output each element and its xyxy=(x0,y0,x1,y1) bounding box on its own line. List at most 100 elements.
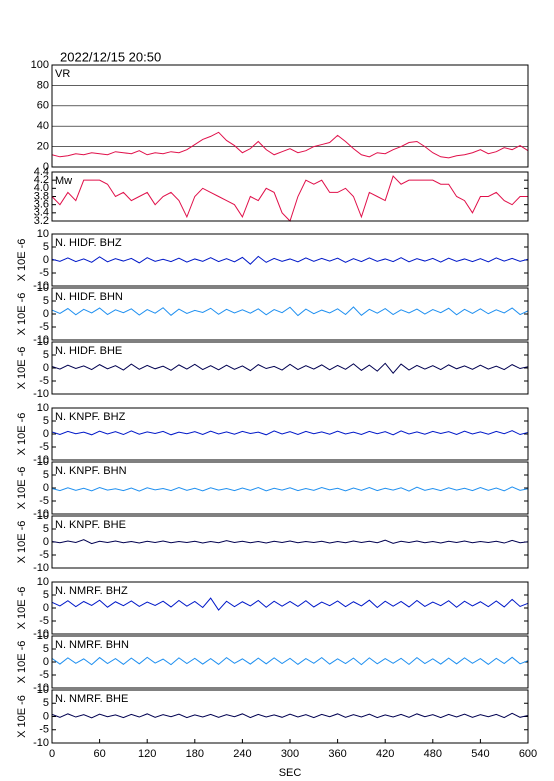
y-tick-label: 3.4 xyxy=(34,207,49,219)
y-tick-label: -10 xyxy=(33,508,49,520)
y-tick-label: 0 xyxy=(43,362,49,374)
series-line xyxy=(51,539,529,545)
y-tick-label: -5 xyxy=(39,441,49,453)
y-tick-label: 0 xyxy=(43,482,49,494)
panel-frame xyxy=(51,461,529,515)
y-tick-label: 20 xyxy=(37,141,49,153)
y-tick-label: 5 xyxy=(43,697,49,709)
y-tick-label: 10 xyxy=(37,630,49,642)
y-tick-label: 80 xyxy=(37,79,49,91)
y-tick-label: -10 xyxy=(33,388,49,400)
x-tick-label: 360 xyxy=(328,748,346,760)
y-axis-label: X 10E -6 xyxy=(16,587,28,630)
chart-title: 2022/12/15 20:50 xyxy=(60,49,161,64)
panel-frame xyxy=(51,233,529,287)
y-tick-label: 40 xyxy=(37,120,49,132)
series-label: N. KNPF. BHE xyxy=(55,519,126,531)
x-tick-label: 240 xyxy=(233,748,251,760)
y-tick-label: 10 xyxy=(37,336,49,348)
y-axis-label: X 10E -6 xyxy=(16,413,28,456)
y-axis-label: X 10E -6 xyxy=(16,347,28,390)
panel-frame xyxy=(51,581,529,635)
y-tick-label: -10 xyxy=(33,737,49,749)
y-tick-label: 10 xyxy=(37,228,49,240)
panel-frame xyxy=(51,171,529,222)
y-tick-label: -10 xyxy=(33,628,49,640)
y-tick-label: -10 xyxy=(33,334,49,346)
y-tick-label: 10 xyxy=(37,282,49,294)
y-tick-label: -5 xyxy=(39,321,49,333)
series-line xyxy=(51,712,529,719)
y-tick-label: 0 xyxy=(43,536,49,548)
series-line xyxy=(51,306,529,317)
y-tick-label: -5 xyxy=(39,495,49,507)
y-tick-label: 0 xyxy=(43,710,49,722)
y-tick-label: 5 xyxy=(43,415,49,427)
y-tick-label: 3.8 xyxy=(34,190,49,202)
y-tick-label: 10 xyxy=(37,510,49,522)
x-tick-label: 180 xyxy=(186,748,204,760)
series-line xyxy=(51,255,529,265)
y-tick-label: -10 xyxy=(33,562,49,574)
y-tick-label: -10 xyxy=(33,280,49,292)
y-tick-label: 5 xyxy=(43,523,49,535)
y-tick-label: 0 xyxy=(43,656,49,668)
y-tick-label: 10 xyxy=(37,576,49,588)
y-axis-label: X 10E -6 xyxy=(16,293,28,336)
y-tick-label: 10 xyxy=(37,402,49,414)
x-tick-label: 120 xyxy=(138,748,156,760)
x-tick-label: 0 xyxy=(49,748,55,760)
series-line xyxy=(51,362,529,374)
series-label: N. NMRF. BHN xyxy=(55,639,129,651)
y-axis-label: X 10E -6 xyxy=(16,641,28,684)
y-tick-label: 3.2 xyxy=(34,215,49,227)
y-tick-label: 5 xyxy=(43,589,49,601)
y-tick-label: 5 xyxy=(43,241,49,253)
y-tick-label: 0 xyxy=(43,602,49,614)
y-tick-label: -5 xyxy=(39,549,49,561)
series-label: N. NMRF. BHZ xyxy=(55,585,128,597)
x-tick-label: 420 xyxy=(376,748,394,760)
y-tick-label: 3.6 xyxy=(34,199,49,211)
y-tick-label: 0 xyxy=(43,308,49,320)
y-tick-label: -5 xyxy=(39,615,49,627)
panel-frame xyxy=(51,635,529,689)
y-tick-label: 60 xyxy=(37,100,49,112)
y-tick-label: 100 xyxy=(31,59,49,71)
x-tick-label: 480 xyxy=(424,748,442,760)
series-label: N. HIDF. BHZ xyxy=(55,237,122,249)
series-label: VR xyxy=(55,68,70,80)
y-tick-label: 10 xyxy=(37,456,49,468)
series-label: N. KNPF. BHZ xyxy=(55,411,126,423)
y-tick-label: 5 xyxy=(43,295,49,307)
panel-frame xyxy=(51,341,529,395)
series-label: N. NMRF. BHE xyxy=(55,693,128,705)
y-tick-label: -5 xyxy=(39,724,49,736)
y-tick-label: -10 xyxy=(33,682,49,694)
panel-frame xyxy=(51,287,529,341)
series-label: N. HIDF. BHN xyxy=(55,291,123,303)
y-tick-label: 4.2 xyxy=(34,174,49,186)
y-tick-label: 0 xyxy=(43,161,49,173)
series-label: N. HIDF. BHE xyxy=(55,345,122,357)
x-tick-label: 60 xyxy=(93,748,105,760)
x-tick-label: 300 xyxy=(281,748,299,760)
series-label: Mw xyxy=(55,175,72,187)
y-tick-label: 5 xyxy=(43,643,49,655)
y-axis-label: X 10E -6 xyxy=(16,239,28,282)
series-line xyxy=(51,597,529,611)
y-tick-label: -5 xyxy=(39,375,49,387)
y-tick-label: 5 xyxy=(43,349,49,361)
series-line xyxy=(51,656,529,666)
x-tick-label: 540 xyxy=(471,748,489,760)
panel-frame xyxy=(51,407,529,461)
series-line xyxy=(51,131,529,159)
y-axis-label: X 10E -6 xyxy=(16,467,28,510)
y-tick-label: 0 xyxy=(43,254,49,266)
panel-frame xyxy=(51,64,529,168)
x-axis-label: SEC xyxy=(279,767,302,779)
y-axis-label: X 10E -6 xyxy=(16,521,28,564)
x-tick-label: 600 xyxy=(519,748,537,760)
